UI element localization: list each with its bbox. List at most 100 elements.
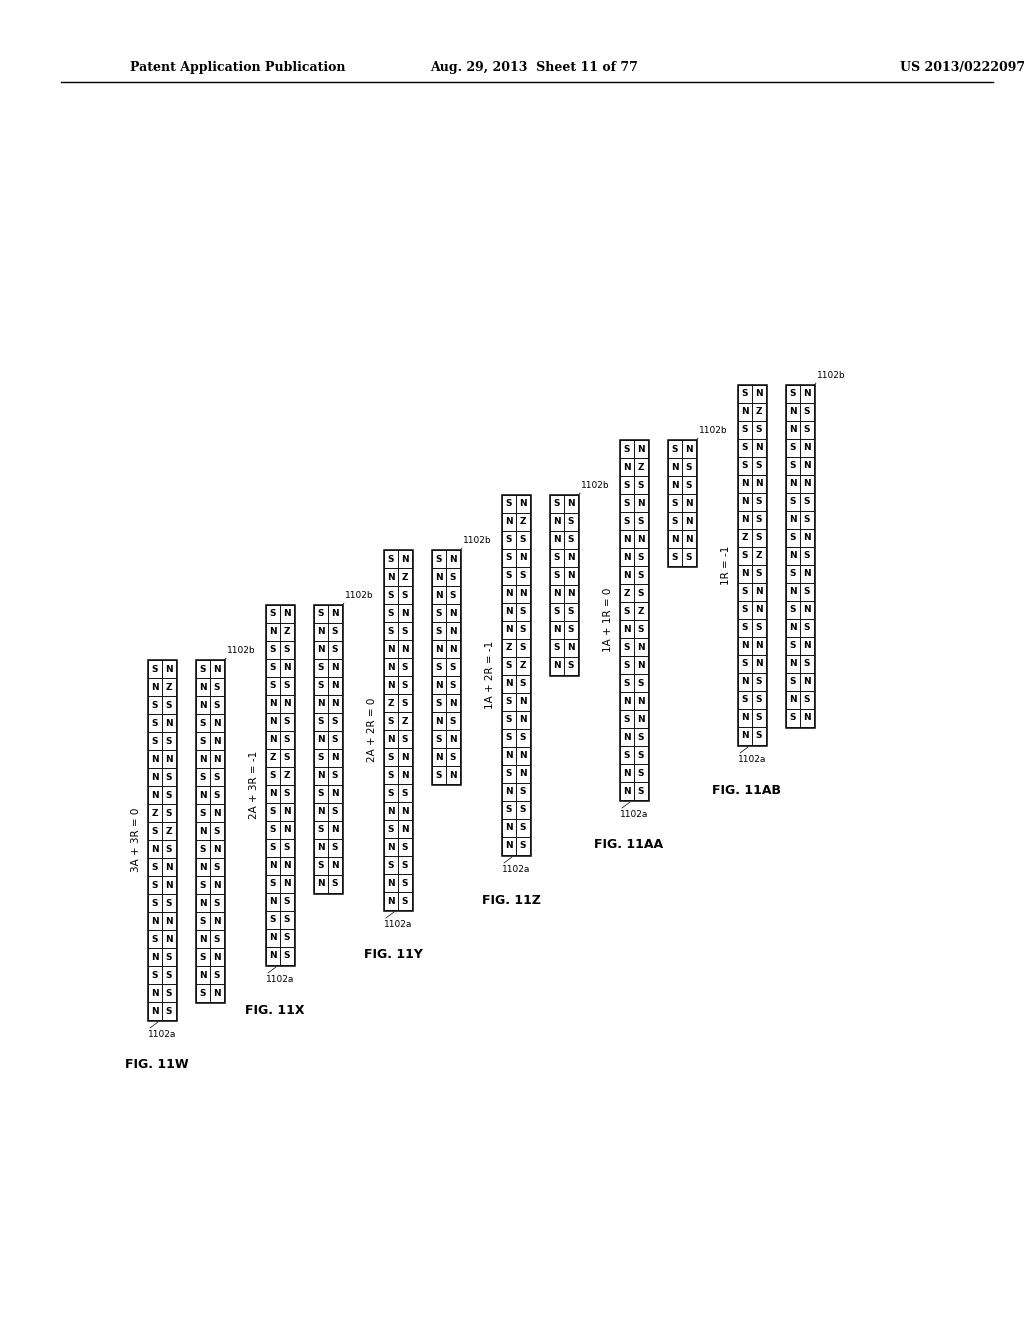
- Bar: [446, 694, 460, 711]
- Bar: [384, 640, 398, 657]
- Text: N: N: [269, 898, 276, 907]
- Bar: [752, 673, 766, 690]
- Bar: [314, 803, 328, 821]
- Text: S: S: [756, 623, 762, 632]
- Text: N: N: [553, 626, 561, 635]
- Bar: [752, 655, 766, 673]
- Bar: [266, 785, 280, 803]
- Text: S: S: [756, 516, 762, 524]
- Bar: [516, 620, 530, 639]
- Text: S: S: [166, 772, 172, 781]
- Text: N: N: [637, 643, 645, 652]
- Text: N: N: [803, 444, 811, 453]
- Text: N: N: [152, 845, 159, 854]
- Text: N: N: [450, 644, 457, 653]
- Bar: [516, 568, 530, 585]
- Text: N: N: [803, 389, 811, 399]
- Bar: [432, 730, 446, 748]
- Bar: [196, 966, 210, 983]
- Bar: [314, 731, 328, 748]
- Text: S: S: [790, 533, 797, 543]
- Text: N: N: [387, 842, 395, 851]
- Text: N: N: [387, 896, 395, 906]
- Text: S: S: [284, 735, 290, 744]
- Text: N: N: [269, 700, 276, 709]
- Bar: [786, 511, 800, 529]
- Text: N: N: [624, 462, 631, 471]
- Text: S: S: [672, 499, 678, 507]
- Text: 1A + 1R = 0: 1A + 1R = 0: [603, 587, 613, 652]
- Bar: [432, 622, 446, 640]
- Text: S: S: [388, 590, 394, 599]
- Bar: [432, 711, 446, 730]
- Text: S: S: [741, 425, 749, 434]
- Text: S: S: [152, 970, 159, 979]
- Bar: [752, 440, 766, 457]
- Bar: [196, 983, 210, 1002]
- Text: N: N: [317, 808, 325, 817]
- Text: N: N: [637, 714, 645, 723]
- Text: N: N: [165, 880, 173, 890]
- Bar: [752, 403, 766, 421]
- Bar: [752, 511, 766, 529]
- Text: S: S: [284, 718, 290, 726]
- Bar: [280, 659, 294, 677]
- Bar: [196, 876, 210, 894]
- Bar: [634, 710, 648, 729]
- Text: N: N: [741, 642, 749, 651]
- Bar: [162, 696, 176, 714]
- Bar: [384, 586, 398, 605]
- Bar: [800, 638, 814, 655]
- Bar: [314, 642, 328, 659]
- Bar: [280, 875, 294, 894]
- Text: 1102a: 1102a: [266, 975, 294, 983]
- Text: S: S: [152, 880, 159, 890]
- Text: N: N: [200, 970, 207, 979]
- Bar: [620, 512, 634, 531]
- Text: S: S: [790, 498, 797, 507]
- Text: S: S: [200, 664, 206, 673]
- Text: N: N: [505, 751, 513, 760]
- Text: N: N: [637, 697, 645, 705]
- Text: S: S: [166, 791, 172, 800]
- Bar: [800, 709, 814, 727]
- Bar: [384, 605, 398, 622]
- Text: N: N: [387, 663, 395, 672]
- Bar: [398, 855, 412, 874]
- Text: N: N: [790, 408, 797, 417]
- Text: N: N: [317, 645, 325, 655]
- Bar: [550, 531, 564, 549]
- Bar: [634, 512, 648, 531]
- Bar: [398, 711, 412, 730]
- Text: S: S: [388, 627, 394, 635]
- Bar: [502, 818, 516, 837]
- Text: N: N: [685, 445, 693, 454]
- Text: N: N: [685, 535, 693, 544]
- Text: S: S: [317, 610, 325, 619]
- Bar: [196, 678, 210, 696]
- Bar: [502, 549, 516, 568]
- Bar: [328, 642, 342, 659]
- Text: S: S: [624, 660, 630, 669]
- Text: S: S: [284, 916, 290, 924]
- Text: N: N: [450, 554, 457, 564]
- Text: S: S: [450, 573, 457, 582]
- Text: Z: Z: [166, 826, 172, 836]
- Bar: [786, 457, 800, 475]
- Bar: [786, 421, 800, 440]
- Text: Patent Application Publication: Patent Application Publication: [130, 62, 345, 74]
- Text: Z: Z: [638, 606, 644, 615]
- Bar: [148, 804, 162, 822]
- Text: S: S: [284, 843, 290, 853]
- Bar: [620, 746, 634, 764]
- Bar: [738, 511, 752, 529]
- Text: N: N: [331, 862, 339, 870]
- Bar: [550, 603, 564, 620]
- Text: N: N: [269, 862, 276, 870]
- Bar: [668, 548, 682, 566]
- Bar: [280, 748, 294, 767]
- Bar: [280, 623, 294, 642]
- Bar: [786, 475, 800, 492]
- Bar: [266, 840, 280, 857]
- Text: S: S: [317, 681, 325, 690]
